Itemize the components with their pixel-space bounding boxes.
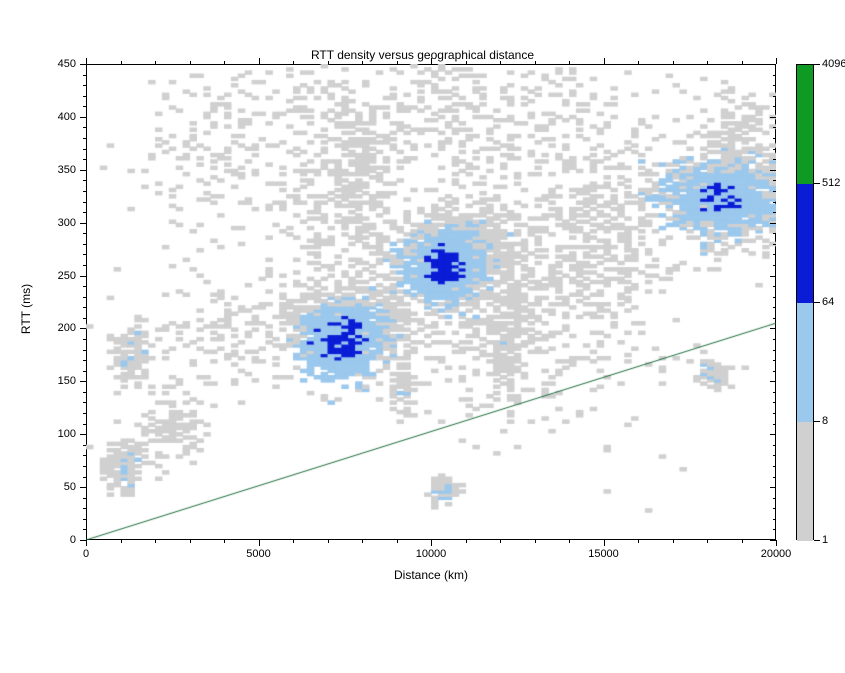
x-tick-label: 0 [83,548,89,560]
y-tick-label: 200 [44,322,76,334]
chart-title: RTT density versus geographical distance [0,48,845,62]
colorbar-tick-label: 8 [822,415,828,427]
y-tick-label: 150 [44,375,76,387]
y-tick-label: 450 [44,58,76,70]
y-tick-label: 0 [44,534,76,546]
x-tick-label: 15000 [588,548,619,560]
y-tick-label: 250 [44,270,76,282]
y-tick-label: 100 [44,428,76,440]
y-tick-label: 50 [44,481,76,493]
speedlimit-line [86,64,776,540]
y-tick-label: 350 [44,164,76,176]
y-tick-label: 400 [44,111,76,123]
colorbar-tick-label: 4096 [822,58,845,70]
colorbar-tick-label: 1 [822,534,828,546]
density-colorbar [796,64,814,540]
x-axis-label: Distance (km) [86,568,776,582]
colorbar-tick-label: 512 [822,177,840,189]
colorbar-tick-label: 64 [822,296,834,308]
density-chart: RTT density versus geographical distance… [0,0,845,673]
x-tick-label: 10000 [416,548,447,560]
x-tick-label: 20000 [761,548,792,560]
y-axis-label: RTT (ms) [19,269,33,349]
x-tick-label: 5000 [246,548,270,560]
y-tick-label: 300 [44,217,76,229]
